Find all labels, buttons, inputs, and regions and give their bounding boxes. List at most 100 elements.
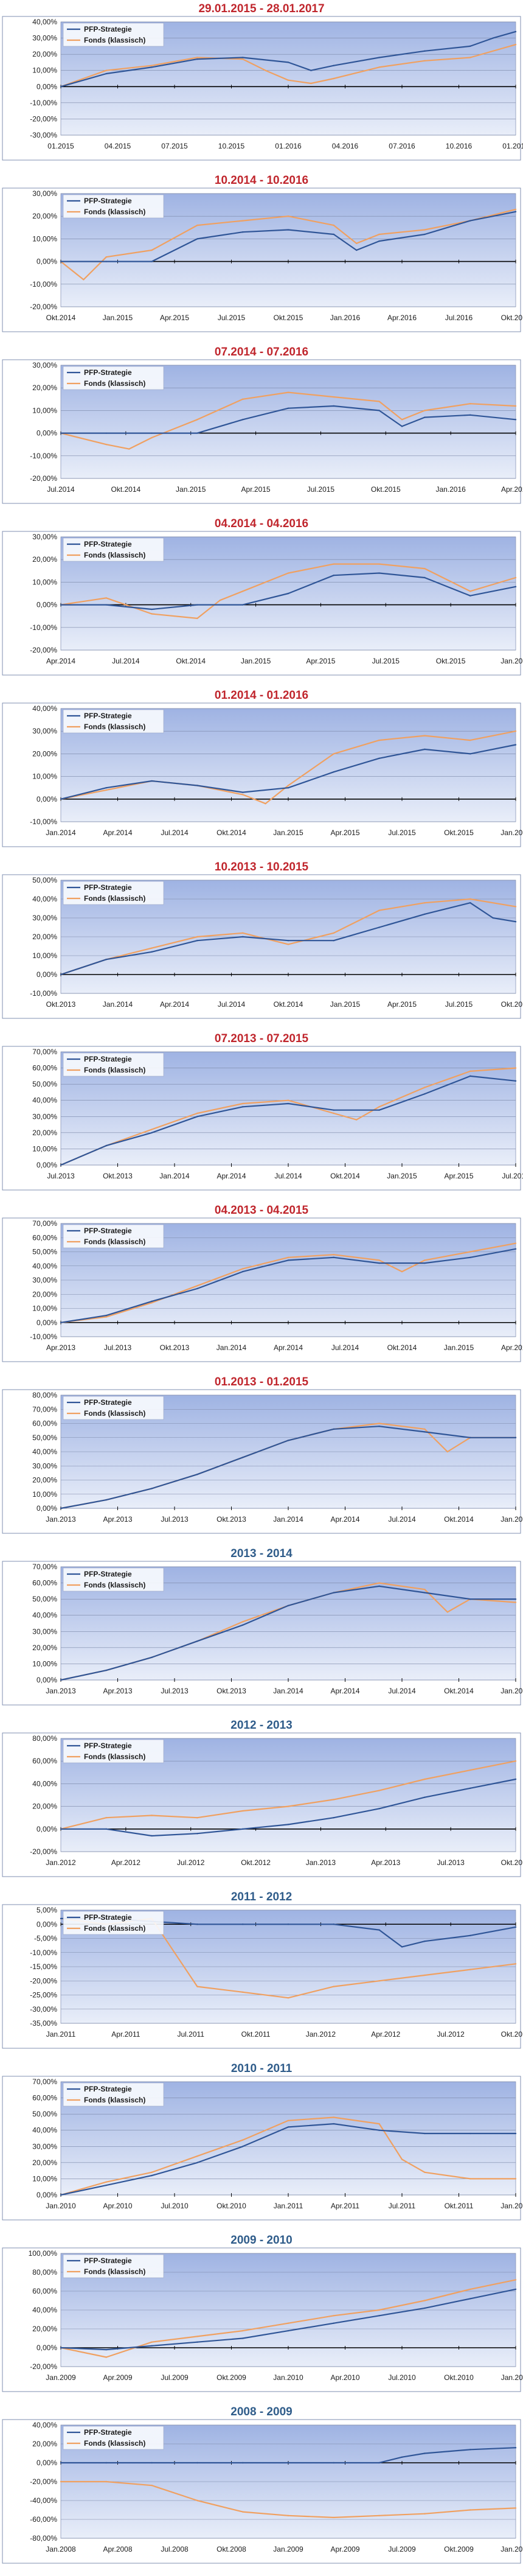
chart-panel: 01.2013 - 01.2015 0,00% 10,00% 20,00% 30,00%…	[0, 1373, 523, 1545]
data-point	[333, 1817, 334, 1819]
data-point	[60, 1917, 62, 1920]
data-point	[196, 2336, 198, 2337]
data-point	[401, 1270, 403, 1273]
line-chart: -20,00% -10,00% 0,00% 10,00% 20,00% 30,00% Apr…	[2, 531, 523, 676]
legend: PFP-Strategie Fonds (klassisch)	[63, 537, 164, 562]
data-point	[151, 2341, 153, 2343]
y-tick-label: 20,00%	[32, 1643, 57, 1652]
y-tick-label: 40,00%	[32, 2126, 57, 2135]
y-tick-label: 40,00%	[32, 1779, 57, 1788]
data-point	[446, 1451, 448, 1453]
legend-label-classic: Fonds (klassisch)	[84, 2439, 145, 2448]
legend-label-strategy: PFP-Strategie	[84, 1398, 132, 1407]
x-tick-label: Okt.2013	[216, 1515, 246, 1524]
y-tick-label: -10,00%	[30, 1948, 57, 1957]
data-point	[424, 1093, 426, 1095]
data-point	[333, 940, 334, 942]
y-tick-label: 40,00%	[32, 1262, 57, 1270]
data-point	[514, 1601, 517, 1603]
data-point	[424, 748, 426, 751]
x-tick-label: 07.2015	[161, 142, 188, 150]
legend-box	[63, 366, 164, 390]
y-tick-label: 70,00%	[32, 1048, 57, 1056]
legend-label-classic: Fonds (klassisch)	[84, 208, 145, 216]
data-point	[196, 1285, 198, 1287]
x-tick-label: Apr.2015	[387, 1000, 417, 1009]
legend-label-strategy: PFP-Strategie	[84, 1055, 132, 1063]
x-tick-label: Jan.2014	[273, 1515, 303, 1524]
data-point	[242, 794, 244, 796]
line-chart: -35,00% -30,00% -25,00% -20,00% -15,00% -10,0…	[2, 1904, 523, 2049]
data-point	[469, 739, 471, 741]
data-point	[514, 1080, 517, 1082]
data-point	[492, 37, 494, 39]
data-point	[287, 2515, 289, 2516]
x-tick-label: Jan.2015	[387, 1172, 417, 1180]
data-point	[60, 2194, 62, 2196]
x-tick-label: Jul.2014	[274, 1172, 302, 1180]
data-point	[333, 2516, 334, 2519]
y-tick-label: 40,00%	[32, 1447, 57, 1456]
chart-panel: 2010 - 2011 0,00% 10,00% 20,00% 30,00% 40,00%…	[0, 2060, 523, 2231]
legend-label-strategy: PFP-Strategie	[84, 368, 132, 377]
x-tick-label: Jul.2015	[307, 485, 335, 494]
data-point	[333, 1799, 334, 1801]
legend-label-strategy: PFP-Strategie	[84, 197, 132, 205]
data-point	[242, 2337, 244, 2339]
data-point	[287, 61, 289, 63]
y-tick-label: 20,00%	[32, 383, 57, 392]
data-point	[514, 1760, 517, 1762]
data-point	[60, 973, 62, 976]
data-point	[105, 2356, 107, 2358]
data-point	[242, 2146, 244, 2147]
data-point	[105, 432, 107, 434]
y-tick-label: 60,00%	[32, 1064, 57, 1073]
legend: PFP-Strategie Fonds (klassisch)	[63, 1911, 164, 1935]
data-point	[151, 1656, 153, 1658]
x-tick-label: Okt.2013	[501, 1858, 523, 1867]
data-point	[378, 1585, 380, 1587]
x-tick-label: Jan.2011	[501, 2373, 523, 2382]
y-tick-label: 100,00%	[29, 2249, 58, 2258]
x-tick-label: Apr.2015	[306, 657, 335, 665]
data-point	[514, 576, 517, 579]
data-point	[105, 787, 107, 789]
data-point	[424, 2171, 426, 2173]
y-tick-label: -35,00%	[30, 2019, 57, 2028]
x-tick-label: Okt.2011	[445, 2202, 474, 2210]
data-point	[446, 1611, 448, 1613]
y-tick-label: 50,00%	[32, 1595, 57, 1603]
data-point	[105, 72, 107, 75]
x-tick-label: Apr.2012	[111, 1858, 140, 1867]
line-chart: 0,00% 10,00% 20,00% 30,00% 40,00% 50,00% 60,00…	[2, 1389, 523, 1534]
data-point	[333, 2322, 334, 2324]
y-tick-label: 30,00%	[32, 1112, 57, 1121]
x-tick-label: Okt.2013	[160, 1343, 190, 1352]
x-tick-label: Jan.2015	[241, 657, 271, 665]
data-point	[378, 1980, 380, 1982]
data-point	[514, 2132, 517, 2135]
x-tick-label: Apr.2014	[46, 657, 75, 665]
chart-panel: 2008 - 2009 -80,00% -60,00% -40,00% -20,00% 0…	[0, 2403, 523, 2575]
legend: PFP-Strategie Fonds (klassisch)	[63, 2082, 164, 2107]
data-point	[469, 403, 471, 405]
y-tick-label: 0,00%	[36, 970, 57, 979]
data-point	[242, 231, 244, 233]
x-tick-label: Apr.2015	[160, 313, 189, 322]
data-point	[128, 448, 130, 450]
data-point	[514, 2178, 517, 2180]
data-point	[469, 902, 471, 904]
x-tick-label: Apr.2014	[216, 1172, 246, 1180]
y-tick-label: -10,00%	[30, 280, 57, 289]
y-tick-label: 20,00%	[32, 2158, 57, 2167]
data-point	[469, 898, 471, 900]
x-tick-label: Jan.2014	[273, 1687, 303, 1695]
series-line-strategy	[61, 405, 516, 434]
data-point	[242, 932, 244, 934]
data-point	[151, 1815, 153, 1816]
data-point	[151, 947, 153, 949]
data-point	[105, 604, 107, 606]
data-point	[105, 2480, 107, 2483]
data-point	[242, 1268, 244, 1270]
